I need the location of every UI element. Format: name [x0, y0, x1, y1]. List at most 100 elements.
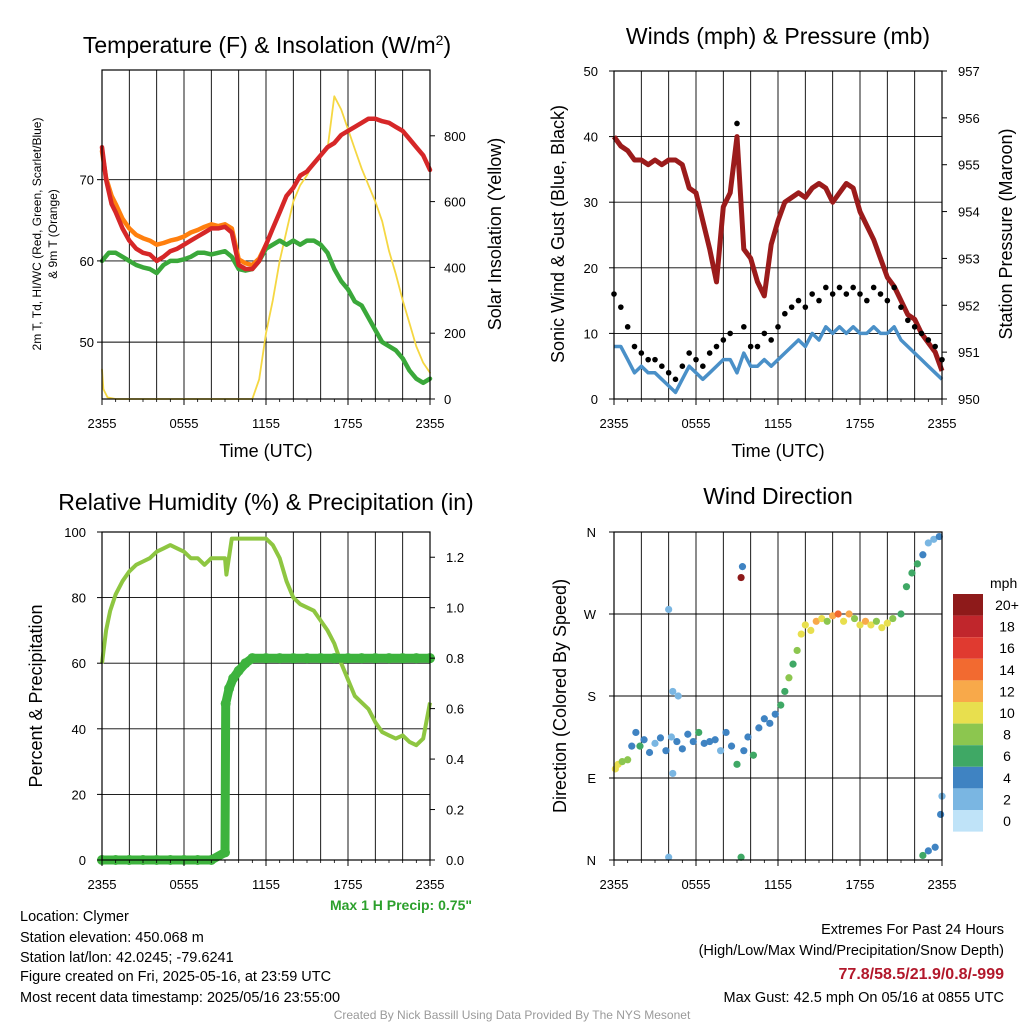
wind-ytick-label: 0 [591, 392, 598, 407]
gust-point [782, 310, 788, 317]
gust-point [741, 324, 747, 330]
direction-point [669, 687, 677, 696]
direction-point [777, 701, 785, 709]
precip-point [370, 653, 381, 664]
direction-point [766, 719, 774, 727]
direction-point [695, 728, 703, 737]
extremes-gust: Max Gust: 42.5 mph On 05/16 at 0855 UTC [724, 990, 1004, 1006]
extremes-block: Extremes For Past 24 Hours (High/Low/Max… [699, 922, 1005, 1006]
wind-y2tick-label: 955 [958, 158, 980, 173]
direction-point [902, 583, 911, 591]
temp-y2tick-label: 0 [444, 392, 451, 407]
direction-point [913, 560, 922, 568]
direction-point [856, 621, 864, 629]
colorbar-label: 10 [999, 705, 1015, 721]
rh-ytick-label: 20 [72, 787, 86, 802]
direction-point [861, 617, 870, 625]
wind-xtick-label: 1155 [764, 416, 792, 431]
wind-ytick-label: 20 [584, 261, 598, 276]
gust-point [706, 350, 713, 356]
gust-point [720, 337, 727, 343]
temp-xtick-label: 0555 [170, 416, 199, 431]
precip-point [384, 653, 394, 664]
colorbar-label: 0 [1003, 813, 1011, 829]
direction-point [717, 747, 725, 755]
direction-point [700, 739, 708, 747]
station-info: Location: Clymer Station elevation: 450.… [20, 909, 340, 1006]
gust-point [652, 356, 658, 363]
direction-point [829, 612, 837, 620]
gust-point [836, 284, 843, 291]
gust-point [734, 120, 740, 127]
colorbar-swatch [953, 637, 983, 659]
direction-point [674, 692, 682, 700]
gust-point [727, 330, 733, 337]
direction-point [632, 728, 640, 737]
precip-point [220, 698, 231, 709]
gust-point [864, 297, 870, 304]
gust-point [686, 350, 692, 356]
direction-point [834, 610, 842, 618]
direction-ticks: 2355 0555 1155 1755 2355 N E S W N [584, 525, 957, 892]
rh-xtick-label: 2355 [416, 877, 445, 892]
rh-y2tick-label: 1.2 [446, 550, 464, 565]
info-created: Figure created on Fri, 2025-05-16, at 23… [20, 969, 331, 985]
rh-y2tick-label: 0.6 [446, 702, 464, 717]
colorbar-label: 12 [999, 683, 1015, 699]
direction-point [662, 747, 670, 755]
temperature-y2label: Solar Insolation (Yellow) [485, 138, 505, 330]
rh-y2tick-label: 0.2 [446, 803, 464, 818]
rh-ytick-label: 60 [72, 656, 86, 671]
gust-point [802, 304, 809, 310]
info-latlon: Station lat/lon: 42.0245; -79.6241 [20, 950, 234, 966]
precip-point [228, 673, 239, 684]
gust-point [747, 343, 754, 350]
temp-xtick-label: 2355 [416, 416, 445, 431]
extremes-heading: Extremes For Past 24 Hours [821, 922, 1004, 938]
gust-point [809, 291, 815, 297]
gust-point [905, 317, 911, 324]
gust-point [870, 284, 877, 291]
direction-point [737, 573, 745, 582]
precip-point [220, 847, 230, 858]
wind-ytick-label: 30 [584, 195, 598, 210]
direction-point [737, 853, 745, 861]
precip-point [247, 653, 258, 664]
direction-point [689, 737, 697, 746]
temp-y2tick-label: 400 [444, 260, 466, 275]
direction-point [744, 733, 752, 741]
rh-ytick-label: 40 [72, 722, 86, 737]
temp-y2tick-label: 200 [444, 326, 466, 341]
direction-point [667, 733, 676, 741]
direction-point [867, 621, 875, 629]
direction-point [618, 758, 626, 766]
direction-grid [614, 532, 942, 860]
humidity-ylabel: Percent & Precipitation [26, 604, 46, 787]
humidity-grid [102, 532, 430, 860]
colorbar-label: 8 [1003, 727, 1011, 743]
gust-point [898, 304, 904, 310]
colorbar-swatch [953, 810, 983, 832]
wind-series-station-pressure [611, 134, 945, 372]
direction-point [931, 843, 939, 851]
direction-point [883, 619, 891, 627]
rh-y2tick-label: 1.0 [446, 601, 464, 616]
direction-ylabel: Direction (Colored By Speed) [550, 579, 570, 813]
temp-ytick-label: 70 [80, 173, 94, 188]
temp-y2tick-label: 600 [444, 195, 466, 210]
direction-point [840, 617, 848, 625]
precip-point [315, 653, 326, 664]
rh-xtick-label: 0555 [170, 877, 199, 892]
wind-ticks: 2355 0555 1155 1755 235501020304050950951952… [584, 64, 980, 431]
info-location: Location: Clymer [20, 909, 129, 925]
direction-point [673, 737, 681, 746]
direction-point [656, 734, 665, 742]
rh-ytick-label: 0 [79, 853, 86, 868]
direction-point [711, 736, 719, 744]
direction-point [807, 626, 815, 635]
gust-point [843, 291, 850, 297]
gust-point [891, 284, 897, 291]
colorbar-swatch [953, 658, 983, 681]
direction-point [801, 621, 809, 629]
